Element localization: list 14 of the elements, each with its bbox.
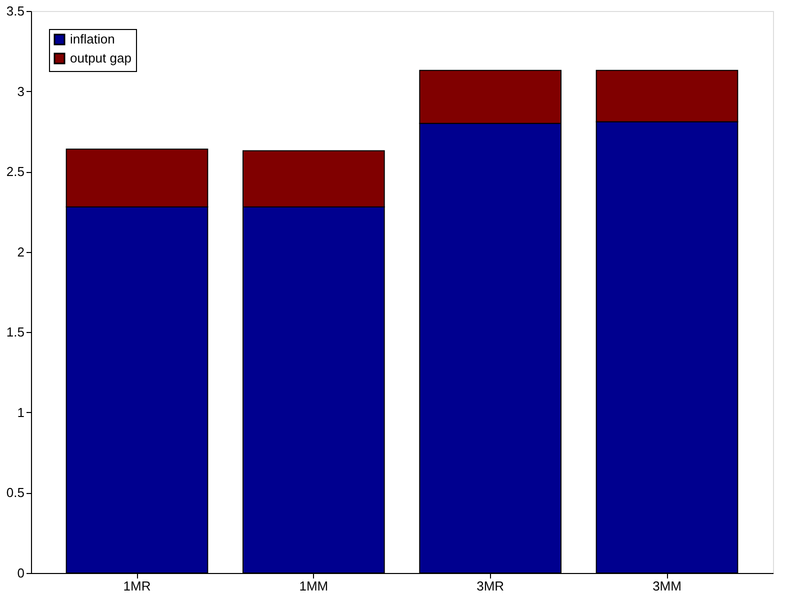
y-tick-label: 1: [17, 404, 24, 420]
y-tick-label: 3.5: [6, 4, 24, 18]
legend-label: output gap: [70, 50, 132, 66]
x-tick-label: 1MR: [123, 578, 151, 594]
x-tick-label: 3MR: [476, 578, 504, 594]
y-tick-label: 1.5: [6, 324, 24, 340]
x-tick-label: 3MM: [652, 578, 682, 594]
legend-label: inflation: [70, 32, 115, 46]
y-tick-label: 3: [17, 84, 24, 99]
x-tick-label: 1MM: [299, 578, 328, 594]
y-tick-label: 2.5: [6, 164, 24, 180]
y-tick-label: 2: [17, 244, 24, 260]
y-tick-label: 0.5: [6, 485, 24, 500]
y-tick-label: 0: [17, 566, 24, 580]
